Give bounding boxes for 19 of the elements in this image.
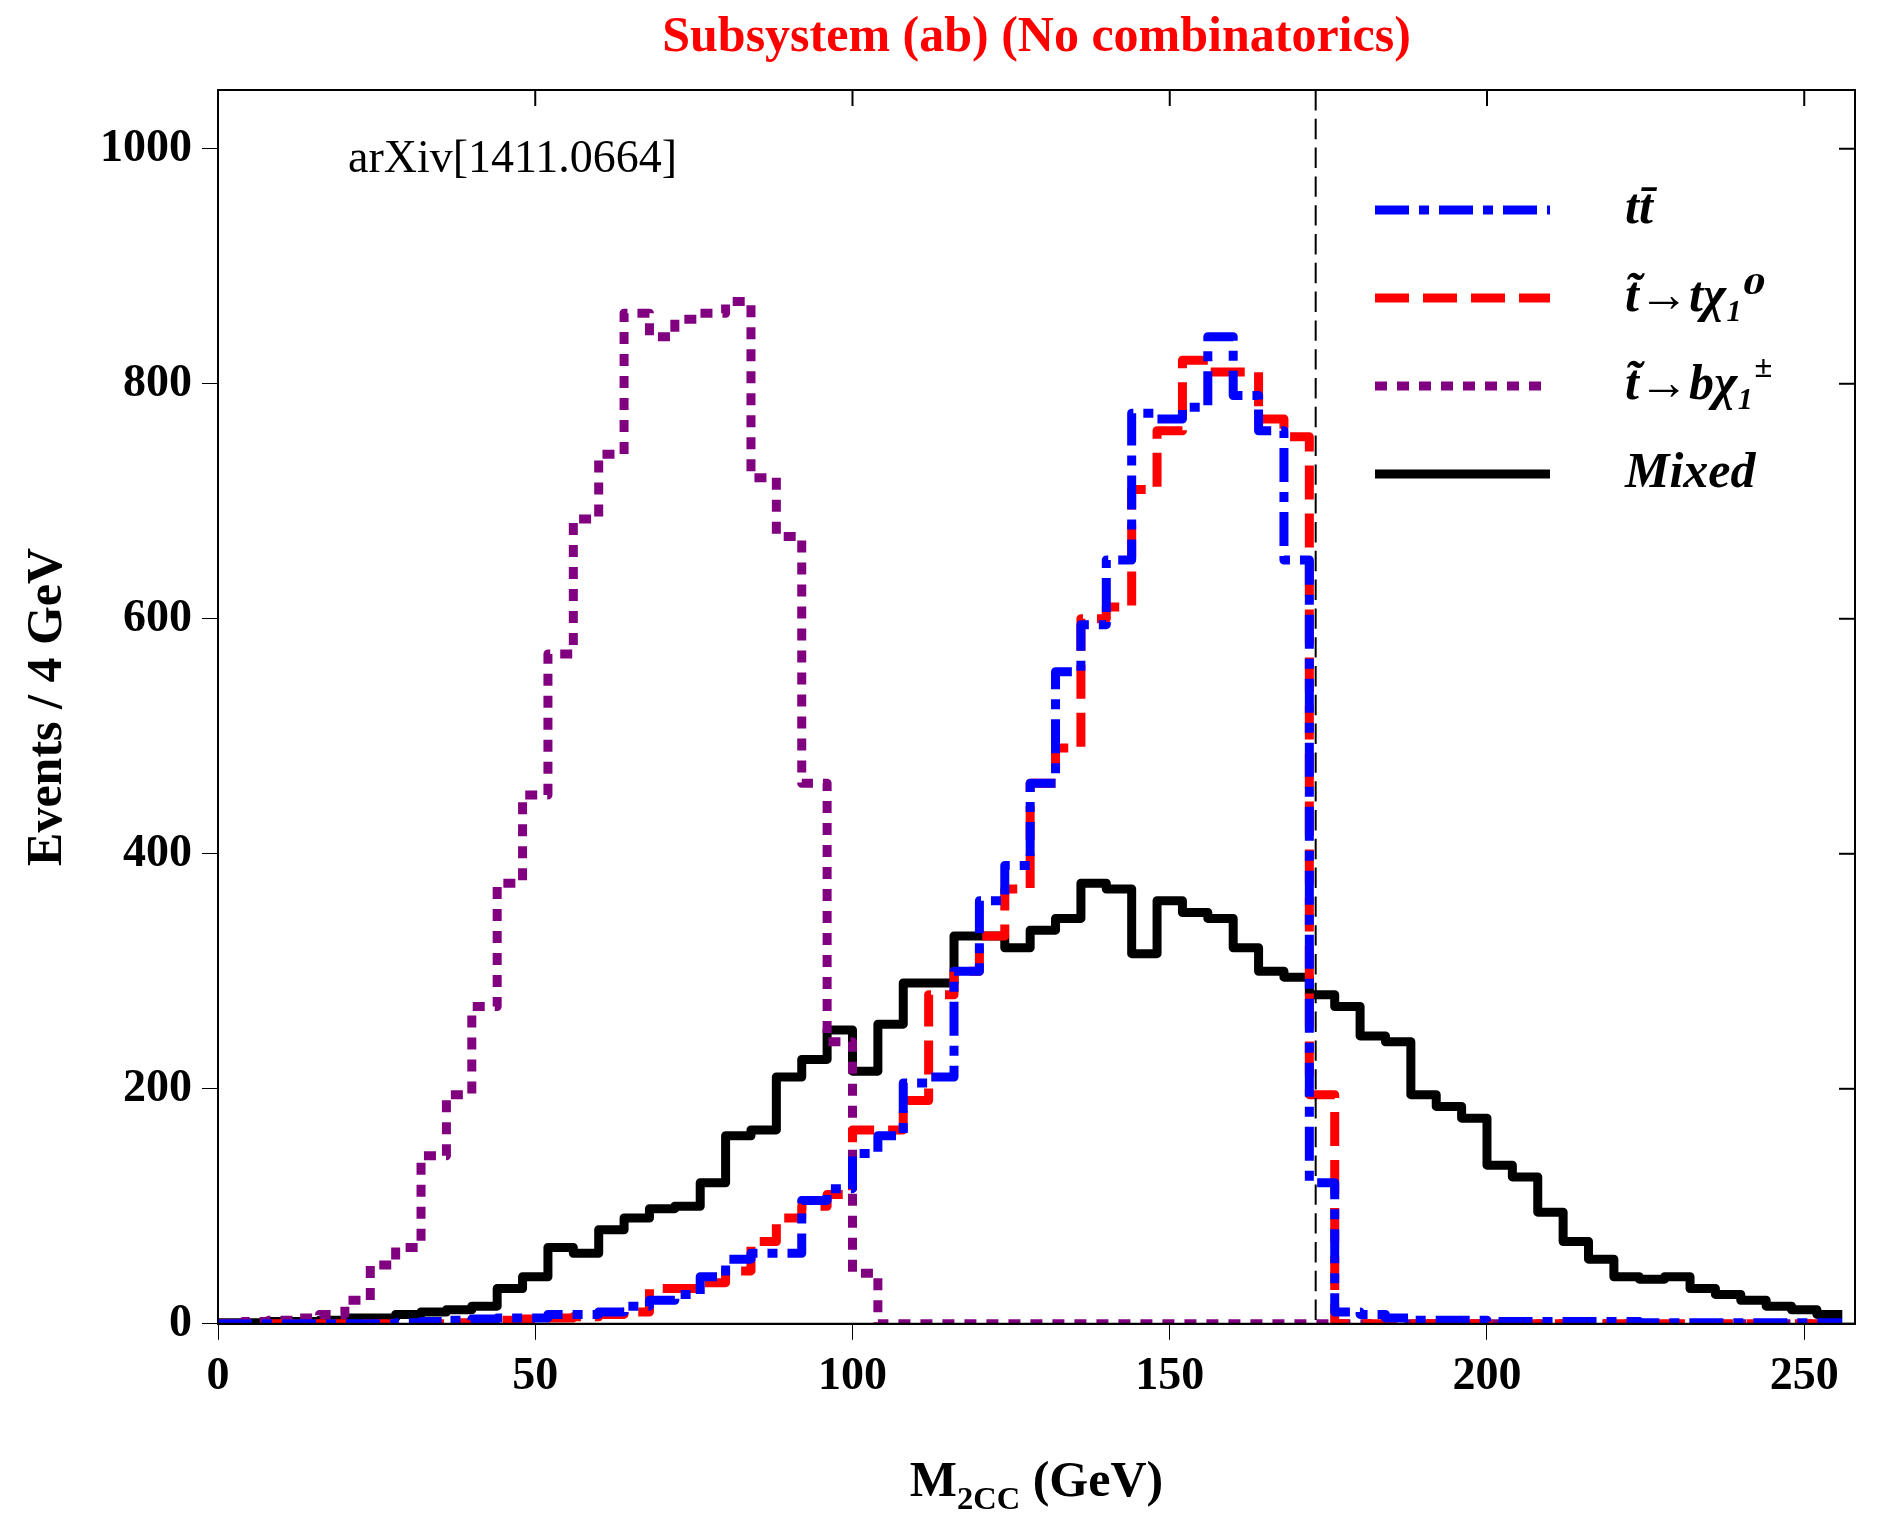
x-tick-label: 200 — [1452, 1348, 1522, 1400]
y-tick-label: 600 — [123, 589, 192, 641]
y-tick-label: 0 — [169, 1294, 192, 1346]
legend-label: Mixed — [1624, 441, 1757, 498]
y-tick-label: 800 — [123, 354, 192, 406]
chart-title: Subsystem (ab) (No combinatorics) — [662, 5, 1411, 62]
x-tick-label: 100 — [818, 1348, 887, 1400]
legend-label: t̃→tχ₁⁰ — [1625, 265, 1766, 322]
y-axis-title: Events / 4 GeV — [15, 547, 72, 866]
legend-label: t̃→bχ₁± — [1625, 347, 1773, 410]
y-tick-label: 200 — [123, 1059, 192, 1111]
y-tick-label: 400 — [123, 824, 192, 876]
x-tick-label: 150 — [1135, 1348, 1205, 1400]
x-tick-label: 50 — [512, 1348, 559, 1400]
annotation: arXiv[1411.0664] — [348, 131, 678, 183]
legend-label: tt̄ — [1625, 177, 1659, 234]
y-tick-label: 1000 — [100, 119, 192, 171]
x-tick-label: 250 — [1769, 1348, 1839, 1400]
x-tick-label: 0 — [206, 1348, 230, 1400]
